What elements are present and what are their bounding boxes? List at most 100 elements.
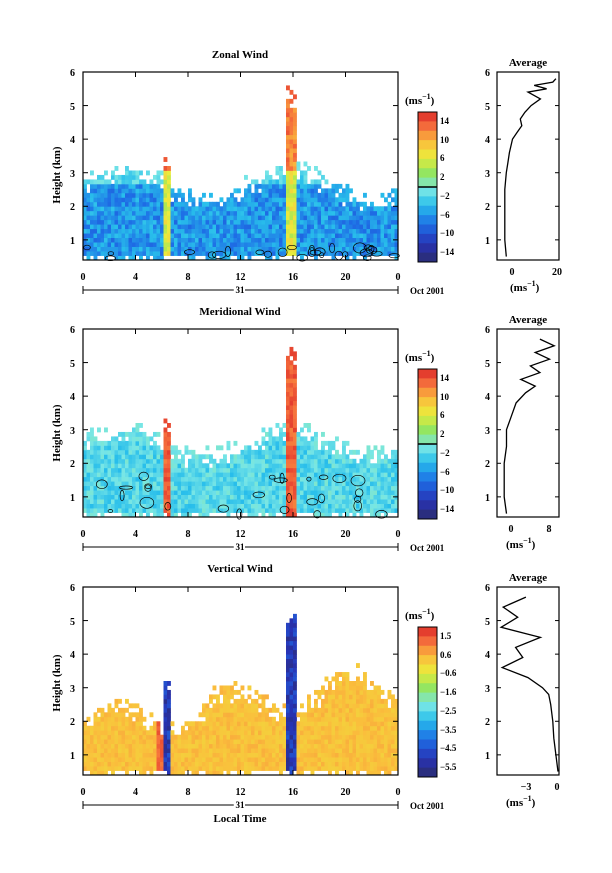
heatmap-cell <box>272 472 276 478</box>
heatmap-cell <box>118 228 122 234</box>
heatmap-cell <box>289 242 294 247</box>
heatmap-cell <box>254 449 259 455</box>
heatmap-cell <box>237 743 241 749</box>
heatmap-cell <box>289 467 294 473</box>
heatmap-cell <box>265 739 269 745</box>
heatmap-cell <box>212 467 217 473</box>
heatmap-cell <box>342 503 346 509</box>
heatmap-cell <box>335 712 339 718</box>
heatmap-cell <box>114 440 119 446</box>
heatmap-cell <box>153 255 157 261</box>
heatmap-cell <box>90 494 94 500</box>
heatmap-cell <box>128 703 133 709</box>
heatmap-cell <box>104 499 108 504</box>
heatmap-cell <box>184 445 189 451</box>
heatmap-cell <box>184 748 189 754</box>
heatmap-cell <box>188 481 192 487</box>
heatmap-cell <box>230 748 234 754</box>
heatmap-cell <box>317 761 322 767</box>
heatmap-cell <box>356 743 360 749</box>
heatmap-cell <box>254 215 259 221</box>
heatmap-cell <box>363 237 367 243</box>
heatmap-cell <box>314 454 318 460</box>
heatmap-cell <box>149 748 154 754</box>
heatmap-cell <box>303 206 308 212</box>
heatmap-cell <box>289 663 294 668</box>
heatmap-cell <box>307 490 311 496</box>
heatmap-cell <box>275 179 280 185</box>
heatmap-cell <box>121 188 126 194</box>
heatmap-cell <box>289 427 294 433</box>
heatmap-cell <box>209 757 213 762</box>
heatmap-cell <box>149 499 154 504</box>
heatmap-cell <box>265 188 269 194</box>
y-tick-label: 2 <box>70 717 75 728</box>
heatmap-cell <box>142 436 147 442</box>
heatmap-cell <box>275 748 280 754</box>
heatmap-cell <box>121 761 126 767</box>
heatmap-cell <box>345 676 350 682</box>
heatmap-cell <box>86 228 91 234</box>
y-tick-label: 4 <box>70 392 75 403</box>
heatmap-cell <box>286 681 290 686</box>
heatmap-cell <box>153 481 157 487</box>
heatmap-cell <box>387 743 392 749</box>
heatmap-cell <box>233 734 238 740</box>
heatmap-cell <box>335 485 339 491</box>
heatmap-cell <box>352 766 357 771</box>
heatmap-cell <box>338 467 343 473</box>
heatmap-cell <box>349 494 353 500</box>
heatmap-cell <box>97 445 101 451</box>
heatmap-cell <box>377 503 381 509</box>
heatmap-cell <box>209 770 213 776</box>
heatmap-cell <box>233 246 238 252</box>
heatmap-cell <box>338 224 343 230</box>
heatmap-cell <box>149 242 154 247</box>
heatmap-cell <box>342 197 346 203</box>
heatmap-cell <box>198 237 203 243</box>
heatmap-cell <box>342 698 346 704</box>
profile-line <box>504 78 557 257</box>
heatmap-cell <box>303 188 308 194</box>
heatmap-cell <box>139 472 143 478</box>
heatmap-cell <box>289 698 294 704</box>
heatmap-cell <box>275 458 280 464</box>
heatmap-cell <box>331 476 336 482</box>
heatmap-cell <box>261 188 266 194</box>
heatmap-cell <box>128 179 133 185</box>
heatmap-cell <box>216 739 220 745</box>
heatmap-cell <box>279 179 283 185</box>
heatmap-cell <box>125 166 129 171</box>
heatmap-cell <box>135 499 140 504</box>
heatmap-cell <box>286 481 290 487</box>
heatmap-cell <box>307 712 311 718</box>
heatmap-cell <box>86 757 91 762</box>
heatmap-cell <box>216 725 220 731</box>
heatmap-cell <box>359 512 364 518</box>
heatmap-cell <box>142 503 147 509</box>
heatmap-cell <box>111 463 115 469</box>
heatmap-cell <box>296 761 301 767</box>
heatmap-cell <box>223 739 227 745</box>
heatmap-cell <box>97 721 101 727</box>
heatmap-cell <box>156 215 161 221</box>
heatmap-cell <box>338 508 343 513</box>
heatmap-cell <box>223 508 227 513</box>
heatmap-cell <box>359 703 364 709</box>
heatmap-cell <box>100 743 105 749</box>
heatmap-cell <box>128 766 133 771</box>
heatmap-cell <box>345 499 350 504</box>
heatmap-cell <box>100 707 105 713</box>
heatmap-cell <box>268 440 273 446</box>
heatmap-cell <box>184 494 189 500</box>
heatmap-cell <box>303 476 308 482</box>
heatmap-cell <box>251 766 255 771</box>
heatmap-cell <box>251 698 255 704</box>
heatmap-cell <box>251 752 255 758</box>
heatmap-cell <box>212 743 217 749</box>
heatmap-cell <box>251 454 255 460</box>
heatmap-cell <box>370 712 374 718</box>
heatmap-cell <box>135 427 140 433</box>
heatmap-cell <box>380 698 385 704</box>
heatmap-cell <box>170 242 175 247</box>
